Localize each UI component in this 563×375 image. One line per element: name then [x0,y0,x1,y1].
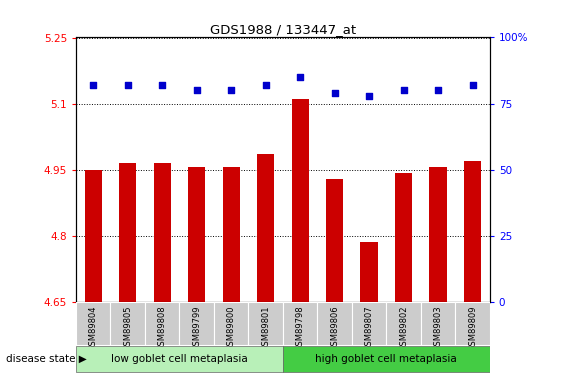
Bar [395,173,412,302]
Bar [455,302,490,345]
Bar [180,302,214,345]
Text: GSM89804: GSM89804 [89,305,98,351]
Title: GDS1988 / 133447_at: GDS1988 / 133447_at [210,23,356,36]
Bar [257,154,274,302]
Point [296,74,305,80]
Bar [421,302,455,345]
Bar [430,168,446,302]
Bar [292,99,309,302]
Bar [352,302,386,345]
Bar [154,163,171,302]
Bar [283,346,490,372]
Bar [318,302,352,345]
Point [468,82,477,88]
Bar [248,302,283,345]
Bar [222,167,240,302]
Bar [84,170,102,302]
Point [399,87,408,93]
Text: GSM89799: GSM89799 [192,305,201,351]
Bar [214,302,248,345]
Text: GSM89807: GSM89807 [365,305,374,351]
Text: disease state ▶: disease state ▶ [6,354,86,364]
Bar [119,163,136,302]
Text: GSM89801: GSM89801 [261,305,270,351]
Bar [145,302,180,345]
Bar [283,302,318,345]
Point [434,87,443,93]
Text: GSM89806: GSM89806 [330,305,339,351]
Text: GSM89808: GSM89808 [158,305,167,351]
Text: GSM89800: GSM89800 [227,305,236,351]
Text: GSM89809: GSM89809 [468,305,477,351]
Point [261,82,270,88]
Bar [76,302,110,345]
Bar [76,346,283,372]
Point [330,90,339,96]
Bar [386,302,421,345]
Point [227,87,236,93]
Point [192,87,201,93]
Text: GSM89803: GSM89803 [434,305,443,351]
Text: GSM89802: GSM89802 [399,305,408,351]
Text: GSM89798: GSM89798 [296,305,305,351]
Point [123,82,132,88]
Bar [464,161,481,302]
Bar [188,168,205,302]
Bar [360,242,378,302]
Text: GSM89805: GSM89805 [123,305,132,351]
Bar [110,302,145,345]
Text: low goblet cell metaplasia: low goblet cell metaplasia [111,354,248,363]
Point [89,82,98,88]
Text: high goblet cell metaplasia: high goblet cell metaplasia [315,354,457,363]
Point [158,82,167,88]
Bar [326,178,343,302]
Point [365,93,374,99]
